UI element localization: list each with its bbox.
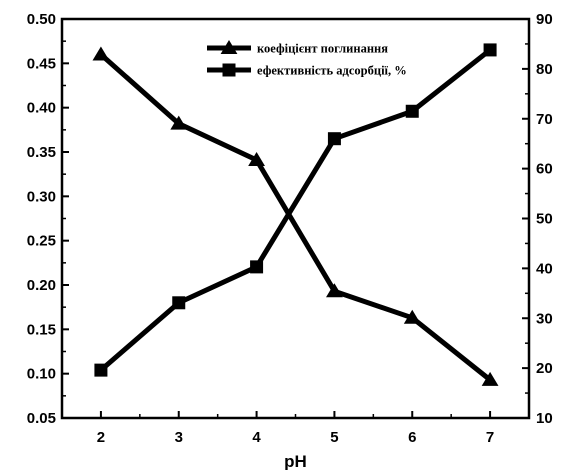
right-axis-ticks: 10 20 30 40 50 60 70 80 90: [522, 11, 553, 427]
x-tick-label: 2: [97, 429, 105, 446]
triangle-marker: [248, 151, 265, 166]
left-tick-label: 0.35: [27, 144, 56, 161]
right-tick-label: 70: [536, 111, 553, 128]
square-marker: [327, 132, 341, 146]
right-tick-label: 80: [536, 61, 553, 78]
left-tick-label: 0.40: [27, 100, 56, 117]
triangle-marker: [92, 46, 110, 61]
left-tick-label: 0.25: [27, 233, 56, 250]
triangle-marker: [326, 283, 343, 298]
left-tick-label: 0.50: [27, 11, 56, 28]
square-marker: [483, 43, 497, 57]
right-tick-label: 50: [536, 211, 553, 228]
legend-label: ефективність адсорбції, %: [257, 64, 407, 78]
right-tick-label: 40: [536, 260, 553, 277]
left-tick-label: 0.45: [27, 55, 56, 72]
x-tick-label: 3: [175, 429, 183, 446]
square-marker: [172, 296, 186, 310]
right-tick-label: 60: [536, 161, 553, 178]
left-axis-ticks: 0.05 0.10 0.15 0.20 0.25 0.30 0.35 0.40 0.45 0.50: [27, 11, 69, 427]
left-tick-label: 0.10: [27, 366, 56, 383]
right-tick-label: 10: [536, 410, 553, 427]
x-axis-title: pH: [284, 452, 307, 470]
square-marker: [405, 104, 419, 118]
right-tick-label: 30: [536, 310, 553, 327]
x-tick-label: 7: [486, 429, 494, 446]
x-tick-label: 6: [408, 429, 416, 446]
series-line-0: [99, 52, 492, 382]
left-tick-label: 0.05: [27, 410, 56, 427]
series-line-1: [99, 47, 492, 373]
legend-label: коефіцієнт поглинання: [257, 42, 388, 56]
triangle-marker: [481, 371, 499, 386]
triangle-marker: [170, 115, 188, 130]
left-tick-label: 0.30: [27, 188, 56, 205]
left-tick-label: 0.15: [27, 321, 56, 338]
legend-triangle-marker: [220, 40, 238, 54]
square-marker: [250, 260, 264, 274]
right-tick-label: 20: [536, 360, 553, 377]
series-layer: [92, 43, 499, 386]
legend: коефіцієнт поглинання ефективність адсорб…: [207, 40, 407, 78]
x-tick-label: 5: [330, 429, 338, 446]
legend-square-marker: [222, 63, 236, 77]
x-tick-label: 4: [252, 429, 261, 446]
triangle-marker: [403, 309, 421, 324]
x-axis-ticks: 2 3 4 5 6 7: [61, 411, 530, 446]
square-marker: [94, 363, 108, 377]
right-tick-label: 90: [536, 11, 553, 28]
left-tick-label: 0.20: [27, 277, 56, 294]
